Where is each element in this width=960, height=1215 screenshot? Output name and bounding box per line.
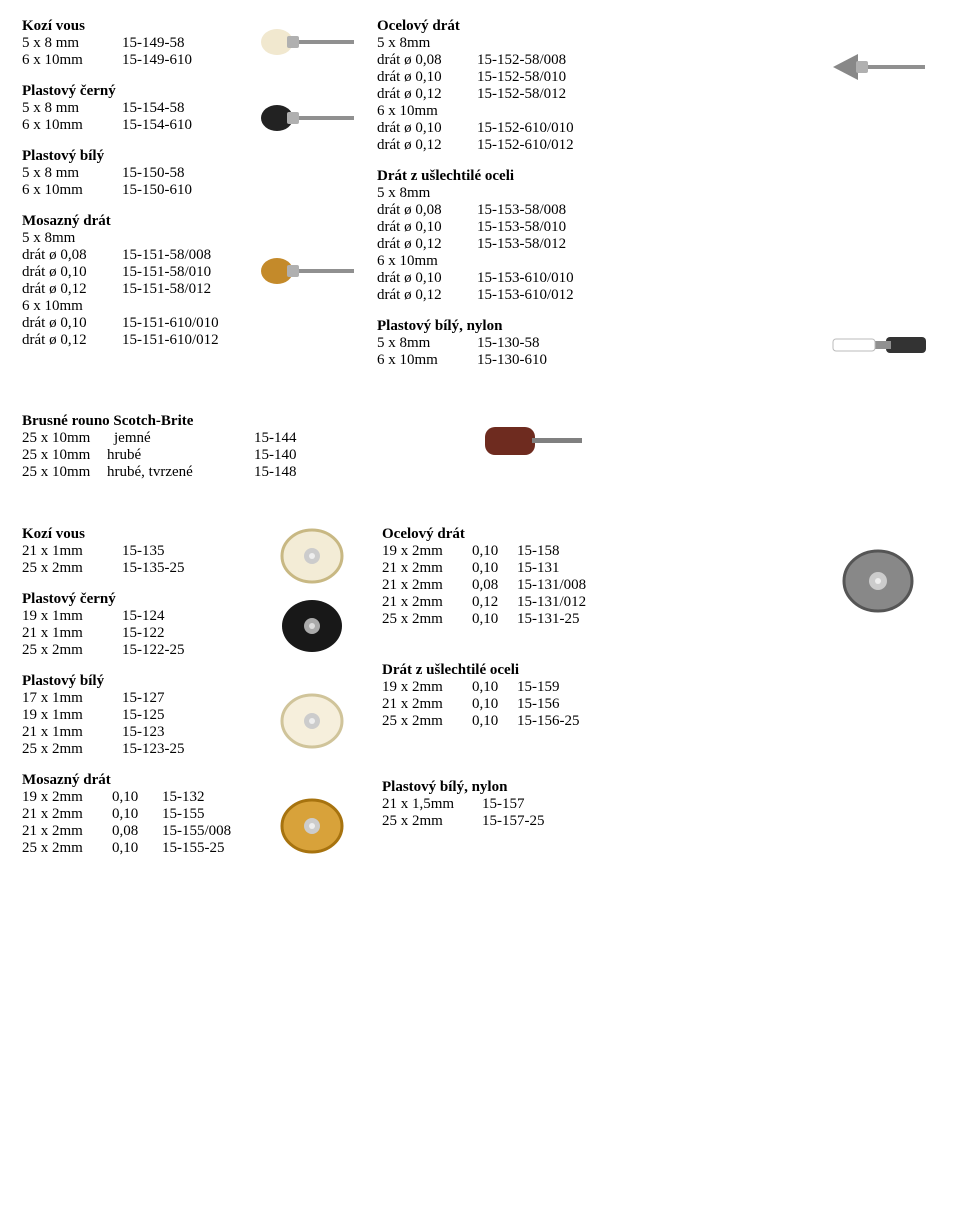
top-mid-col: Ocelový drát 5 x 8mm drát ø 0,0815-152-5… <box>377 18 627 383</box>
scotch-section: Brusné rouno Scotch-Brite 25 x 10mmjemné… <box>22 413 938 481</box>
brush-brass-icon <box>252 247 362 295</box>
bottom-right-images <box>818 526 938 616</box>
kozi-title: Kozí vous <box>22 18 247 35</box>
top-left-images <box>247 18 367 295</box>
group-kozi: Kozí vous 5 x 8 mm15-149-58 6 x 10mm15-1… <box>22 18 247 69</box>
brush-black-icon <box>252 94 362 142</box>
disc-white-icon <box>257 526 367 586</box>
scotch-image <box>472 413 592 468</box>
rouno-icon <box>477 413 587 468</box>
top-left-col: Kozí vous 5 x 8 mm15-149-58 6 x 10mm15-1… <box>22 18 247 363</box>
group-ushl: Drát z ušlechtilé oceli 5 x 8mm drát ø 0… <box>377 168 627 304</box>
bottom-right-col: Ocelový drát 19 x 2mm0,1015-158 21 x 2mm… <box>382 526 642 844</box>
bottom-left-col: Kozí vous 21 x 1mm15-135 25 x 2mm15-135-… <box>22 526 252 871</box>
disc-cream-icon <box>257 691 367 751</box>
brush-steel-icon <box>823 43 933 91</box>
brush-nylon-icon <box>823 321 933 369</box>
disc-brass-icon <box>257 796 367 856</box>
scotch-text: Brusné rouno Scotch-Brite 25 x 10mmjemné… <box>22 413 382 481</box>
group-ocel: Ocelový drát 5 x 8mm drát ø 0,0815-152-5… <box>377 18 627 154</box>
group-pcerny: Plastový černý 5 x 8 mm15-154-58 6 x 10m… <box>22 83 247 134</box>
brush-white-icon <box>252 18 362 66</box>
disc-steel-icon <box>823 546 933 616</box>
group-mosazny: Mosazný drát 5 x 8mm drát ø 0,0815-151-5… <box>22 213 247 349</box>
top-section: Kozí vous 5 x 8 mm15-149-58 6 x 10mm15-1… <box>22 18 938 383</box>
disc-black-icon <box>257 596 367 656</box>
bottom-left-images <box>252 526 372 856</box>
bottom-section: Kozí vous 21 x 1mm15-135 25 x 2mm15-135-… <box>22 526 938 871</box>
group-pbily: Plastový bílý 5 x 8 mm15-150-58 6 x 10mm… <box>22 148 247 199</box>
group-pbnylon: Plastový bílý, nylon 5 x 8mm15-130-58 6 … <box>377 318 627 369</box>
top-right-images <box>818 18 938 369</box>
